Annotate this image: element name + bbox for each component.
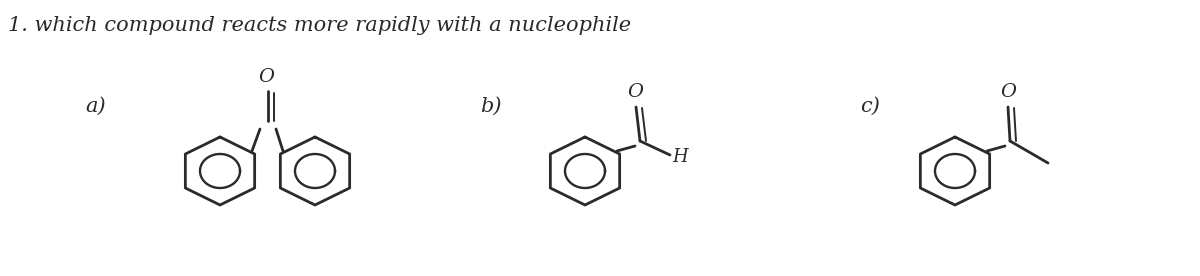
Text: b): b) bbox=[480, 97, 502, 115]
Text: a): a) bbox=[85, 97, 106, 115]
Text: 1. which compound reacts more rapidly with a nucleophile: 1. which compound reacts more rapidly wi… bbox=[8, 16, 631, 35]
Text: c): c) bbox=[860, 97, 880, 115]
Text: O: O bbox=[258, 68, 274, 86]
Text: O: O bbox=[628, 83, 643, 101]
Text: O: O bbox=[1000, 83, 1016, 101]
Text: H: H bbox=[672, 148, 688, 166]
